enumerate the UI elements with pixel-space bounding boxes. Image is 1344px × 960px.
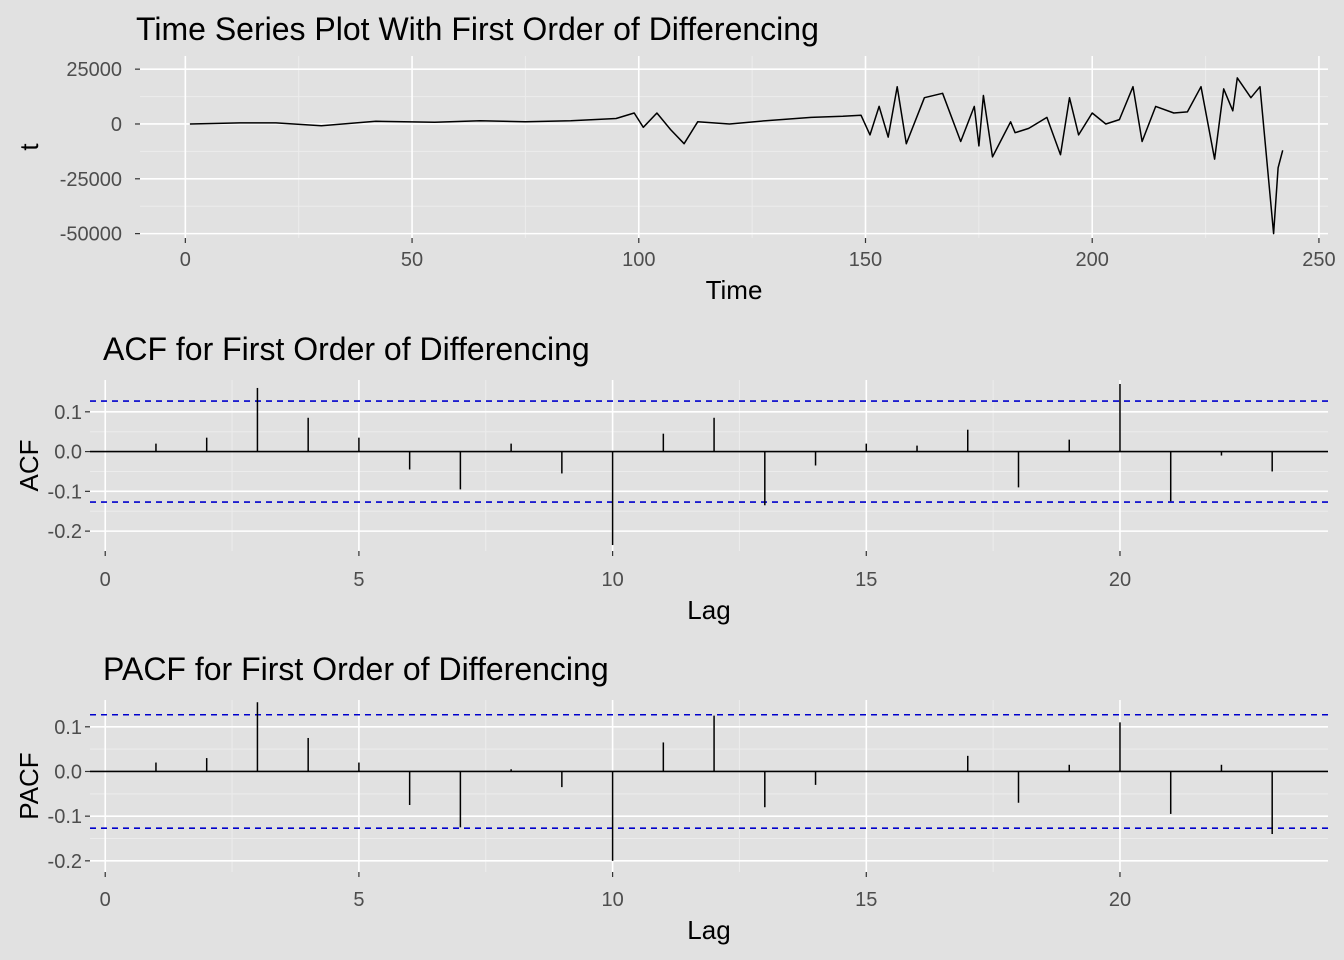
pacf-x-tick-label: 0 — [100, 889, 111, 911]
pacf-x-tick-label: 15 — [855, 889, 877, 911]
pacf-y-tick-label: 0.0 — [54, 761, 82, 783]
acf-x-tick-label: 10 — [601, 569, 623, 591]
ts-y-axis-label: t — [14, 143, 44, 151]
ts-y-tick-label: 0 — [111, 114, 122, 136]
pacf-x-axis-label: Lag — [687, 915, 730, 945]
acf-y-tick-label: 0.1 — [54, 402, 82, 424]
ts-y-tick-label: -25000 — [60, 169, 122, 191]
pacf-y-tick-label: -0.2 — [48, 851, 82, 873]
acf-x-tick-label: 15 — [855, 569, 877, 591]
acf-y-tick-label: 0.0 — [54, 442, 82, 464]
pacf-panel — [90, 700, 1328, 872]
ts-x-tick-label: 200 — [1076, 249, 1109, 271]
acf-y-tick-label: -0.2 — [48, 521, 82, 543]
pacf-y-tick-label: -0.1 — [48, 806, 82, 828]
ts-x-tick-label: 50 — [401, 249, 423, 271]
acf-x-tick-label: 5 — [353, 569, 364, 591]
pacf-y-axis-label: PACF — [14, 752, 44, 819]
ts-y-tick-label: 25000 — [66, 59, 122, 81]
acf-y-axis-label: ACF — [14, 440, 44, 492]
acf-title: ACF for First Order of Differencing — [103, 331, 590, 367]
ts-title: Time Series Plot With First Order of Dif… — [136, 11, 819, 47]
ts-series-line — [189, 77, 1284, 235]
acf-x-tick-label: 20 — [1109, 569, 1131, 591]
pacf-chart: 0 5 10 15 20 0.1 0.0 -0.1 -0.2 PACF for First Ord… — [14, 651, 1328, 945]
acf-x-tick-label: 0 — [100, 569, 111, 591]
acf-x-axis-label: Lag — [687, 595, 730, 625]
ts-x-tick-label: 0 — [180, 249, 191, 271]
pacf-y-tick-label: 0.1 — [54, 717, 82, 739]
ts-x-axis-label: Time — [706, 275, 763, 305]
ts-panel — [140, 56, 1328, 238]
ts-chart: 0 50 100 150 200 250 25000 0 -25000 -50000 Time Se… — [14, 11, 1336, 305]
ts-x-tick-label: 150 — [849, 249, 882, 271]
ts-y-tick-label: -50000 — [60, 224, 122, 246]
acf-panel — [90, 380, 1328, 551]
pacf-x-tick-label: 20 — [1109, 889, 1131, 911]
ts-x-tick-label: 100 — [622, 249, 655, 271]
acf-chart: 0 5 10 15 20 0.1 0.0 -0.1 -0.2 ACF for First Orde… — [14, 331, 1328, 625]
pacf-title: PACF for First Order of Differencing — [103, 651, 609, 687]
ts-x-tick-label: 250 — [1302, 249, 1335, 271]
pacf-x-tick-label: 10 — [601, 889, 623, 911]
pacf-x-tick-label: 5 — [353, 889, 364, 911]
acf-y-tick-label: -0.1 — [48, 481, 82, 503]
